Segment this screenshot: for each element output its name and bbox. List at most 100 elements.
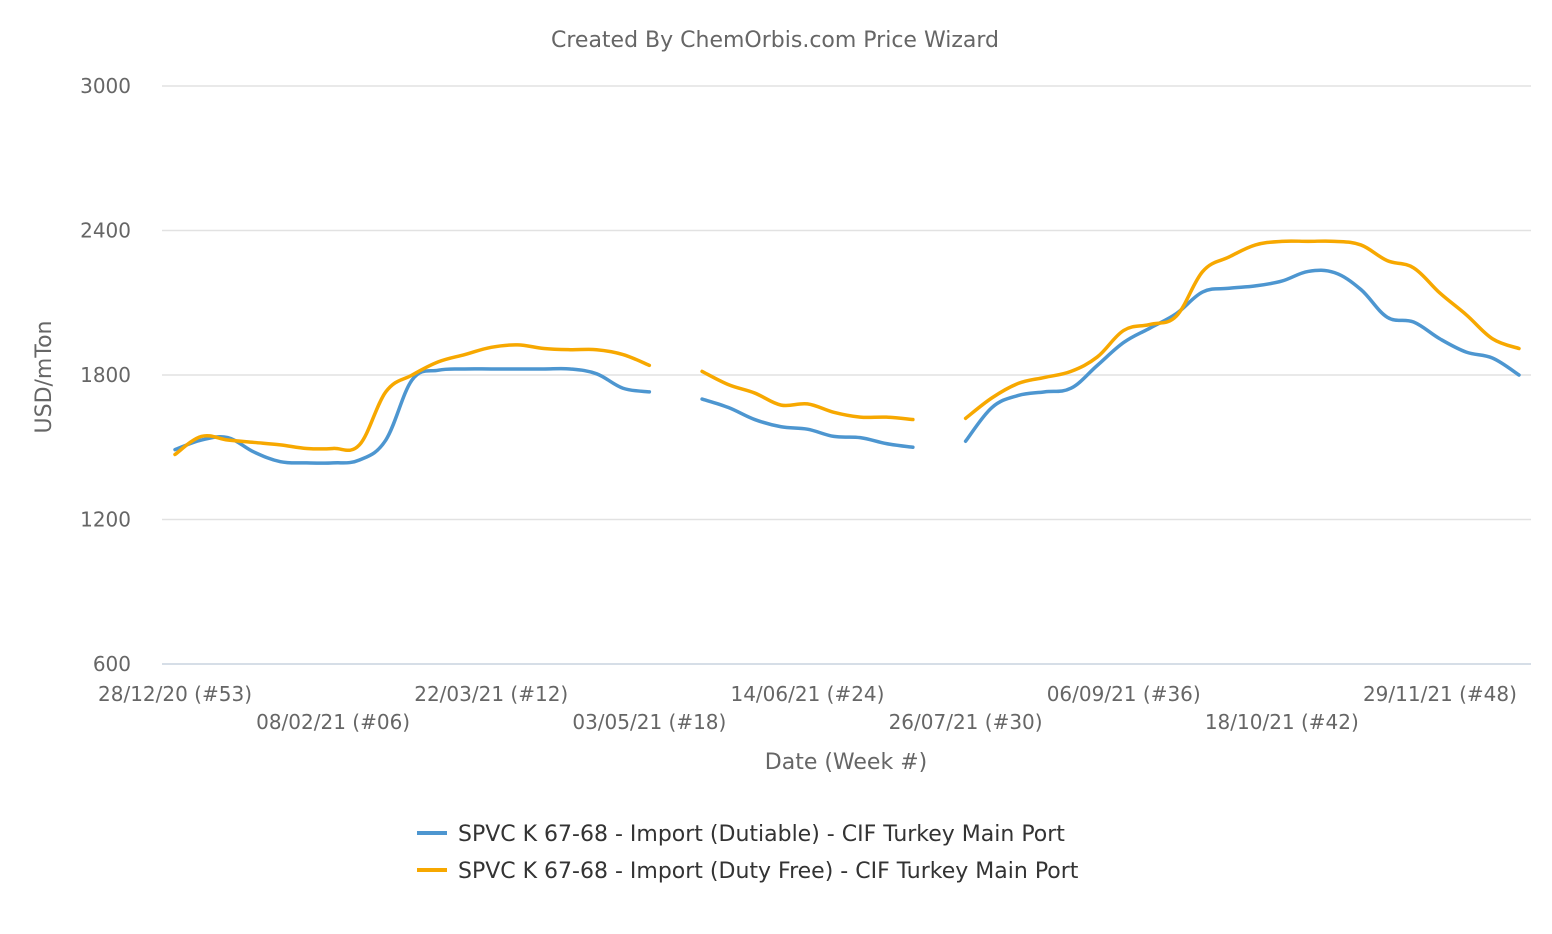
- data-point[interactable]: [1039, 386, 1051, 398]
- data-point[interactable]: [274, 439, 286, 451]
- data-point[interactable]: [1197, 265, 1209, 277]
- data-point[interactable]: [1408, 262, 1420, 274]
- data-point[interactable]: [459, 363, 471, 375]
- data-point[interactable]: [960, 435, 972, 447]
- data-point[interactable]: [1329, 267, 1341, 279]
- data-point[interactable]: [1302, 235, 1314, 247]
- data-point[interactable]: [1355, 239, 1367, 251]
- data-point[interactable]: [1276, 235, 1288, 247]
- data-point[interactable]: [1513, 369, 1525, 381]
- data-point[interactable]: [512, 339, 524, 351]
- data-point[interactable]: [353, 454, 365, 466]
- data-point[interactable]: [1118, 324, 1130, 336]
- data-point[interactable]: [195, 430, 207, 442]
- data-point[interactable]: [1460, 309, 1472, 321]
- data-point[interactable]: [380, 386, 392, 398]
- data-point[interactable]: [907, 414, 919, 426]
- legend-item-duty-free[interactable]: SPVC K 67-68 - Import (Duty Free) - CIF …: [458, 859, 1079, 884]
- data-point[interactable]: [1434, 287, 1446, 299]
- data-point[interactable]: [512, 363, 524, 375]
- data-point[interactable]: [722, 379, 734, 391]
- data-point[interactable]: [353, 439, 365, 451]
- data-point[interactable]: [1223, 251, 1235, 263]
- data-point[interactable]: [617, 382, 629, 394]
- data-point[interactable]: [380, 434, 392, 446]
- data-point[interactable]: [1249, 239, 1261, 251]
- legend: SPVC K 67-68 - Import (Dutiable) - CIF T…: [417, 822, 1079, 884]
- data-point[interactable]: [1408, 316, 1420, 328]
- data-point[interactable]: [1381, 255, 1393, 267]
- y-tick-label: 1200: [80, 508, 131, 532]
- data-point[interactable]: [1434, 333, 1446, 345]
- data-point[interactable]: [1065, 365, 1077, 377]
- data-point[interactable]: [564, 363, 576, 375]
- data-point[interactable]: [801, 423, 813, 435]
- x-tick-label: 03/05/21 (#18): [572, 710, 726, 734]
- data-point[interactable]: [828, 430, 840, 442]
- y-tick-label: 600: [93, 652, 131, 676]
- data-point[interactable]: [696, 393, 708, 405]
- data-point[interactable]: [749, 387, 761, 399]
- data-point[interactable]: [1223, 282, 1235, 294]
- series-line-0: [173, 366, 652, 465]
- data-point[interactable]: [617, 349, 629, 361]
- data-point[interactable]: [327, 442, 339, 454]
- data-point[interactable]: [485, 363, 497, 375]
- data-point[interactable]: [1091, 351, 1103, 363]
- data-point[interactable]: [1012, 389, 1024, 401]
- data-point[interactable]: [274, 456, 286, 468]
- data-point[interactable]: [1355, 284, 1367, 296]
- data-point[interactable]: [433, 356, 445, 368]
- data-point[interactable]: [986, 392, 998, 404]
- data-point[interactable]: [828, 406, 840, 418]
- data-point[interactable]: [696, 365, 708, 377]
- gridlines: [162, 85, 1531, 665]
- data-point[interactable]: [907, 441, 919, 453]
- data-point[interactable]: [881, 438, 893, 450]
- data-point[interactable]: [643, 386, 655, 398]
- data-point[interactable]: [248, 436, 260, 448]
- data-point[interactable]: [1487, 333, 1499, 345]
- data-point[interactable]: [169, 448, 181, 460]
- data-point[interactable]: [485, 341, 497, 353]
- data-point[interactable]: [1302, 265, 1314, 277]
- data-point[interactable]: [775, 399, 787, 411]
- data-point[interactable]: [960, 412, 972, 424]
- data-point[interactable]: [722, 402, 734, 414]
- data-point[interactable]: [538, 363, 550, 375]
- data-point[interactable]: [1381, 311, 1393, 323]
- data-point[interactable]: [1249, 280, 1261, 292]
- data-point[interactable]: [327, 457, 339, 469]
- data-point[interactable]: [564, 344, 576, 356]
- data-point[interactable]: [1276, 275, 1288, 287]
- data-point[interactable]: [301, 457, 313, 469]
- data-point[interactable]: [775, 421, 787, 433]
- data-point[interactable]: [591, 344, 603, 356]
- data-point[interactable]: [881, 411, 893, 423]
- data-point[interactable]: [1012, 377, 1024, 389]
- x-tick-label: 18/10/21 (#42): [1205, 710, 1359, 734]
- data-point[interactable]: [1144, 318, 1156, 330]
- data-point[interactable]: [801, 398, 813, 410]
- data-point[interactable]: [1065, 382, 1077, 394]
- data-point[interactable]: [854, 432, 866, 444]
- data-point[interactable]: [1460, 346, 1472, 358]
- data-point[interactable]: [1197, 286, 1209, 298]
- data-point[interactable]: [1487, 352, 1499, 364]
- data-point[interactable]: [643, 359, 655, 371]
- data-point[interactable]: [1039, 371, 1051, 383]
- data-point[interactable]: [591, 368, 603, 380]
- data-point[interactable]: [1513, 343, 1525, 355]
- data-point[interactable]: [854, 411, 866, 423]
- legend-item-dutiable[interactable]: SPVC K 67-68 - Import (Dutiable) - CIF T…: [458, 822, 1065, 847]
- data-point[interactable]: [459, 349, 471, 361]
- data-point[interactable]: [1118, 336, 1130, 348]
- data-point[interactable]: [749, 414, 761, 426]
- data-point[interactable]: [1170, 310, 1182, 322]
- data-point[interactable]: [406, 369, 418, 381]
- data-point[interactable]: [538, 343, 550, 355]
- data-point[interactable]: [222, 434, 234, 446]
- data-point[interactable]: [301, 442, 313, 454]
- data-point[interactable]: [1329, 235, 1341, 247]
